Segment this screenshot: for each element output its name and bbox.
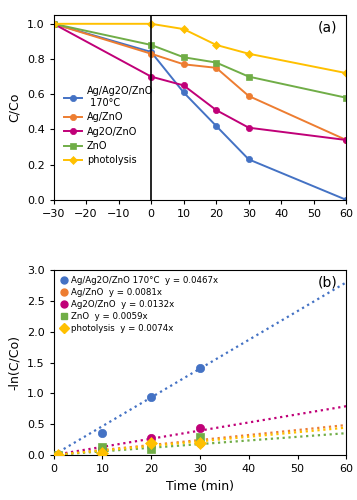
Line: Ag2O/ZnO: Ag2O/ZnO bbox=[50, 20, 350, 143]
X-axis label: Time (min): Time (min) bbox=[166, 480, 234, 492]
ZnO bbox=[181, 54, 186, 60]
Ag/Ag2O/ZnO
 170°C bbox=[149, 49, 153, 55]
Ag2O/ZnO bbox=[344, 137, 348, 143]
photolysis bbox=[149, 21, 153, 27]
Ag/Ag2O/ZnO
 170°C bbox=[181, 90, 186, 96]
photolysis bbox=[51, 21, 56, 27]
ZnO bbox=[149, 42, 153, 48]
Y-axis label: C/Co: C/Co bbox=[8, 92, 21, 122]
Legend: Ag/Ag2O/ZnO
 170°C, Ag/ZnO, Ag2O/ZnO, ZnO, photolysis: Ag/Ag2O/ZnO 170°C, Ag/ZnO, Ag2O/ZnO, ZnO… bbox=[64, 86, 153, 166]
Ag2O/ZnO bbox=[51, 21, 56, 27]
Ag/ZnO bbox=[214, 65, 218, 71]
Text: (b): (b) bbox=[318, 276, 337, 289]
Ag/Ag2O/ZnO
 170°C bbox=[247, 156, 251, 162]
Ag/Ag2O/ZnO
 170°C bbox=[344, 197, 348, 203]
Ag/ZnO bbox=[181, 62, 186, 68]
Text: (a): (a) bbox=[318, 20, 337, 34]
Legend: Ag/Ag2O/ZnO 170°C  y = 0.0467x, Ag/ZnO  y = 0.0081x, Ag2O/ZnO  y = 0.0132x, ZnO : Ag/Ag2O/ZnO 170°C y = 0.0467x, Ag/ZnO y … bbox=[61, 276, 218, 334]
Line: photolysis: photolysis bbox=[50, 20, 350, 76]
Line: ZnO: ZnO bbox=[50, 20, 350, 101]
Ag2O/ZnO bbox=[181, 82, 186, 88]
photolysis bbox=[214, 42, 218, 48]
photolysis bbox=[181, 26, 186, 32]
Ag/ZnO bbox=[149, 50, 153, 56]
Ag2O/ZnO bbox=[214, 107, 218, 113]
Ag2O/ZnO bbox=[149, 74, 153, 80]
Ag/ZnO bbox=[51, 21, 56, 27]
ZnO bbox=[247, 74, 251, 80]
Ag/ZnO bbox=[344, 137, 348, 143]
Ag/Ag2O/ZnO
 170°C bbox=[214, 123, 218, 129]
Line: Ag/Ag2O/ZnO
 170°C: Ag/Ag2O/ZnO 170°C bbox=[50, 20, 350, 203]
Ag/ZnO bbox=[247, 93, 251, 99]
ZnO bbox=[214, 60, 218, 66]
Ag/Ag2O/ZnO
 170°C bbox=[51, 21, 56, 27]
ZnO bbox=[344, 95, 348, 101]
Line: Ag/ZnO: Ag/ZnO bbox=[50, 20, 350, 143]
ZnO bbox=[51, 21, 56, 27]
photolysis bbox=[247, 50, 251, 56]
Y-axis label: -ln(C/Co): -ln(C/Co) bbox=[8, 335, 21, 390]
Ag2O/ZnO bbox=[247, 124, 251, 130]
photolysis bbox=[344, 70, 348, 76]
